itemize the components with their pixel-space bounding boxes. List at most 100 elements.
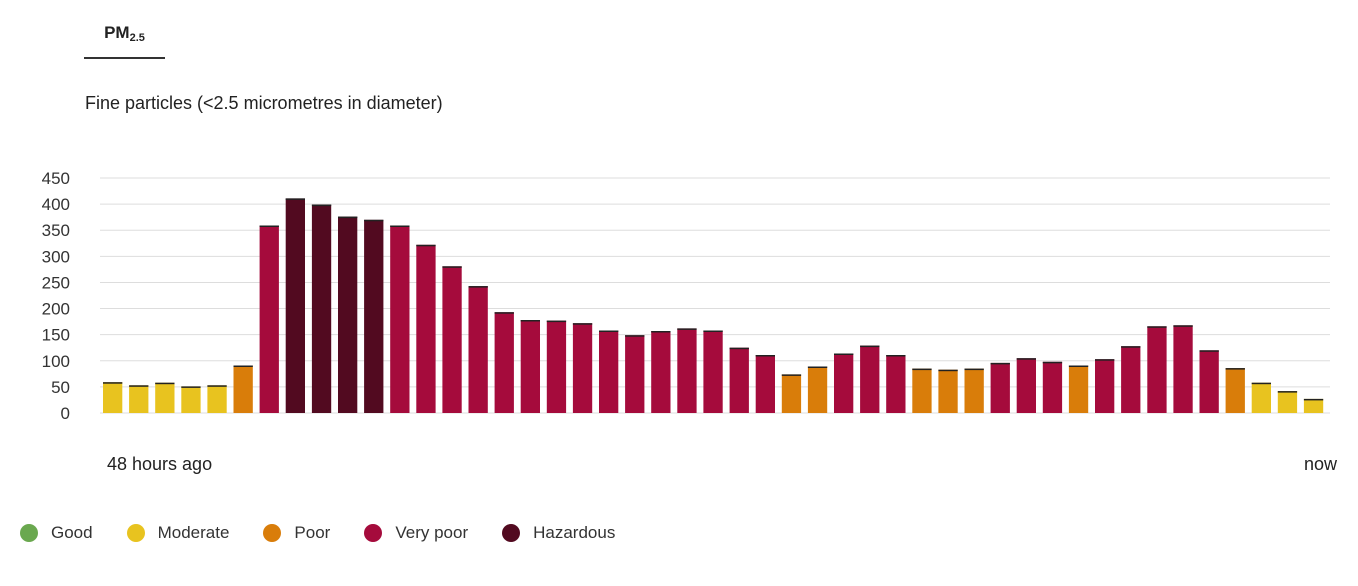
bar-top-line [233,365,253,367]
legend-label: Very poor [395,523,469,542]
bar-top-line [834,353,854,355]
bar[interactable] [364,219,384,413]
bar[interactable] [390,225,410,414]
bar[interactable] [729,347,749,413]
bar-top-line [781,374,802,376]
bar-top-line [338,216,358,219]
bar[interactable] [625,335,645,413]
bar[interactable] [834,353,854,414]
bar[interactable] [207,385,227,413]
bar[interactable] [964,368,984,413]
bar[interactable] [259,225,279,414]
bar[interactable] [651,331,671,413]
bar-top-line [1251,382,1271,385]
tab-pm25[interactable]: PM2.5 [84,18,165,59]
bar[interactable] [103,382,123,413]
y-axis-ticks: 0 50 100 150 200 250 300 350 400 450 [42,169,70,423]
legend-dot-icon [364,524,383,542]
bar-top-line [1121,346,1141,348]
bar-top-line [285,198,305,200]
bar[interactable] [494,312,514,413]
bar-top-line [1095,359,1115,361]
bar[interactable] [1147,326,1167,413]
bar[interactable] [990,362,1010,413]
legend-dot-icon [126,524,145,542]
bar[interactable] [1303,398,1324,413]
bar[interactable] [703,330,723,414]
legend: Good Moderate Poor Very poor Hazardous [20,523,649,543]
bar[interactable] [468,286,488,413]
bar[interactable] [155,382,175,413]
y-tick-label: 150 [42,326,70,345]
bar[interactable] [338,216,358,413]
bar-top-line [651,331,671,333]
bar-top-line [729,347,749,350]
bar[interactable] [1068,365,1089,414]
bar[interactable] [1199,350,1219,413]
legend-label: Moderate [157,523,230,542]
bar-top-line [860,345,880,348]
bar[interactable] [1121,346,1141,413]
bar[interactable] [886,355,906,413]
bar-top-line [572,323,593,325]
bar-top-line [416,244,436,247]
legend-item-hazardous: Hazardous [502,523,615,543]
bar[interactable] [860,345,880,413]
bar[interactable] [546,320,567,413]
bar-top-line [599,330,619,332]
bar-top-line [520,320,540,322]
bar[interactable] [1016,358,1036,413]
bar[interactable] [311,204,332,413]
bar[interactable] [755,355,775,413]
bar[interactable] [520,320,540,413]
bar-top-line [442,266,462,268]
legend-dot-icon [502,524,521,542]
bar[interactable] [442,266,462,413]
bar[interactable] [1042,361,1063,413]
bar-top-line [546,320,567,323]
bar-top-line [468,286,488,288]
bar-top-line [964,368,984,371]
bar[interactable] [1277,391,1298,413]
bar[interactable] [285,198,305,413]
bar[interactable] [233,365,253,414]
chart-bars [103,198,1324,414]
legend-label: Poor [294,523,331,542]
y-tick-label: 200 [42,300,70,319]
x-end-label: now [1304,454,1338,474]
legend-item-poor: Poor [263,523,330,543]
bar[interactable] [572,323,593,413]
bar[interactable] [1251,382,1271,413]
bar[interactable] [807,366,828,414]
x-start-label: 48 hours ago [107,454,212,474]
y-tick-label: 350 [42,221,70,240]
y-tick-label: 300 [42,247,70,266]
bar[interactable] [181,386,201,413]
bar[interactable] [1225,368,1245,413]
bar[interactable] [599,330,619,414]
bar[interactable] [912,368,932,413]
legend-label: Good [51,523,93,542]
bar-top-line [103,382,123,384]
bar-top-line [259,225,279,227]
legend-item-very-poor: Very poor [364,523,468,543]
bar-top-line [129,385,149,387]
bar-top-line [755,355,775,357]
bar[interactable] [129,385,149,413]
bar[interactable] [1173,325,1193,413]
legend-dot-icon [263,524,282,542]
bar-top-line [207,385,227,387]
bar[interactable] [677,328,697,413]
y-tick-label: 400 [42,195,70,214]
bar[interactable] [1095,359,1115,413]
bar[interactable] [938,369,958,413]
bar-top-line [886,355,906,357]
legend-item-good: Good [20,523,93,543]
y-tick-label: 450 [42,169,70,188]
bar-top-line [625,335,645,337]
bar-top-line [938,369,958,372]
bar[interactable] [781,374,802,413]
y-tick-label: 0 [61,404,70,423]
legend-item-moderate: Moderate [126,523,230,543]
bar[interactable] [416,244,436,413]
